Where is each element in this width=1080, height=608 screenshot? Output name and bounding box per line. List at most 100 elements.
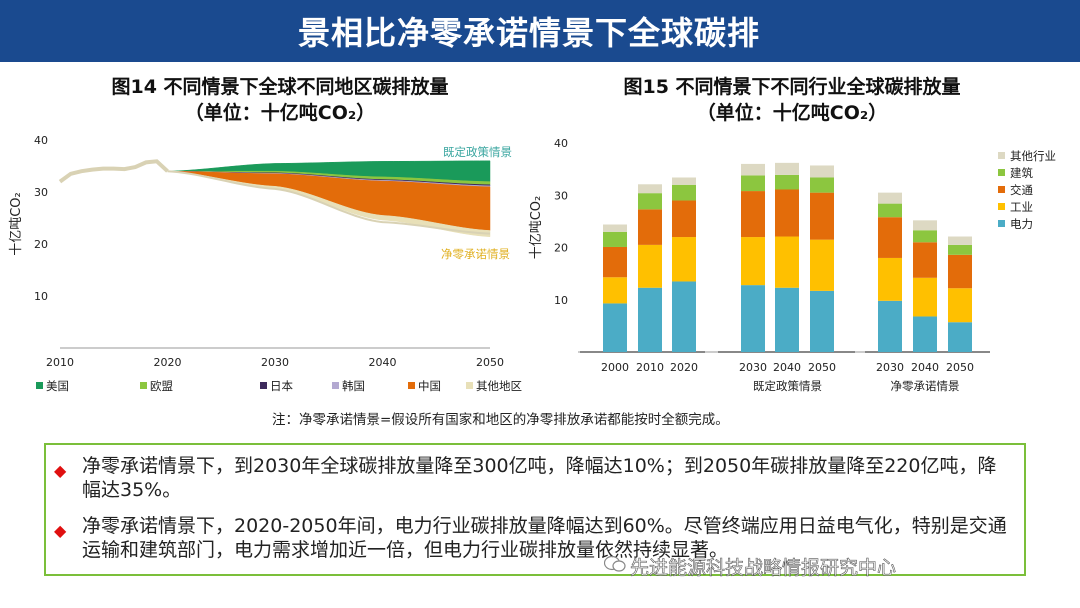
bar-segment-电力 [638,287,662,352]
bar-segment-建筑 [672,184,696,201]
bar-segment-电力 [810,290,834,352]
legend-swatch-电力 [998,220,1005,227]
legend-swatch-中国 [408,382,415,389]
bar-segment-电力 [741,285,765,352]
legend-swatch-韩国 [332,382,339,389]
bar-segment-其他行业 [775,162,799,175]
y-tick-label: 20 [34,238,48,251]
net-zero-line [167,170,491,235]
x-tick-label: 2040 [369,356,397,369]
bar-segment-其他行业 [913,220,937,231]
bar-segment-电力 [878,300,902,352]
legend-swatch-欧盟 [140,382,147,389]
legend-label-电力: 电力 [1010,217,1033,231]
y-tick-label: 10 [554,294,568,307]
legend-label-美国: 美国 [46,379,69,393]
bar-segment-交通 [878,217,902,258]
legend-label-日本: 日本 [270,379,293,393]
bar-segment-其他行业 [638,184,662,194]
legend-swatch-其他行业 [998,152,1005,159]
bar-segment-其他行业 [878,192,902,204]
bar-segment-电力 [775,287,799,352]
bar-segment-电力 [603,303,627,352]
title-banner: 景相比净零承诺情景下全球碳排 [0,0,1080,62]
legend-label-交通: 交通 [1010,183,1033,197]
bar-segment-工业 [741,237,765,286]
x-tick-label: 2050 [476,356,504,369]
bar-segment-工业 [672,237,696,282]
legend-label-韩国: 韩国 [342,379,365,393]
bar-segment-建筑 [948,244,972,255]
legend-label-其他地区: 其他地区 [476,379,522,393]
bar-segment-工业 [810,239,834,291]
bar-segment-交通 [672,200,696,238]
bar-segment-建筑 [603,231,627,247]
legend-swatch-建筑 [998,169,1005,176]
x-tick-label: 2010 [636,361,664,374]
x-tick-label: 2040 [911,361,939,374]
y-tick-label: 10 [34,290,48,303]
bar-segment-建筑 [913,230,937,243]
bar-segment-工业 [878,257,902,301]
x-tick-label: 2050 [808,361,836,374]
bar-segment-建筑 [741,175,765,192]
x-tick-label: 2020 [154,356,182,369]
bar-segment-工业 [603,277,627,304]
x-tick-label: 2000 [601,361,629,374]
bar-segment-交通 [603,246,627,278]
bar-segment-其他行业 [603,224,627,232]
group-label: 净零承诺情景 [891,379,960,393]
history-line [58,159,169,184]
x-tick-label: 2030 [876,361,904,374]
legend-label-建筑: 建筑 [1010,166,1033,180]
bar-segment-建筑 [775,174,799,190]
bar-segment-其他行业 [810,165,834,178]
x-tick-label: 2040 [773,361,801,374]
banner-title: 景相比净零承诺情景下全球碳排 [298,14,761,52]
legend-swatch-工业 [998,203,1005,210]
figure15-subtitle: （单位：十亿吨CO₂） [696,102,888,124]
bar-segment-工业 [913,277,937,317]
y-tick-label: 40 [34,134,48,147]
wechat-icon [604,555,626,572]
legend-label-欧盟: 欧盟 [150,379,173,393]
figure14-subtitle: （单位：十亿吨CO₂） [184,102,376,124]
bullet-text-1: 净零承诺情景下，到2030年全球碳排放量降至300亿吨，降幅达10%；到2050… [82,455,997,501]
bar-segment-其他行业 [672,177,696,185]
bar-segment-交通 [948,254,972,289]
x-tick-label: 2030 [739,361,767,374]
legend-swatch-美国 [36,382,43,389]
group-label: 既定政策情景 [753,379,822,393]
bar-segment-工业 [775,236,799,288]
x-tick-label: 2020 [670,361,698,374]
bar-segment-电力 [948,322,972,352]
bar-segment-交通 [638,209,662,245]
y-axis-label: 十亿吨CO₂ [9,192,24,256]
bar-segment-电力 [672,281,696,352]
legend-label-其他行业: 其他行业 [1010,149,1056,163]
bar-segment-工业 [638,244,662,288]
bar-segment-电力 [913,316,937,352]
bar-segment-建筑 [810,177,834,193]
y-tick-label: 30 [554,189,568,202]
footnote: 注：净零承诺情景=假设所有国家和地区的净零排放承诺都能按时全额完成。 [272,412,729,428]
legend-swatch-交通 [998,186,1005,193]
legend-label-中国: 中国 [418,379,441,393]
bar-segment-交通 [810,192,834,240]
bar-segment-建筑 [878,203,902,218]
y-tick-label: 30 [34,186,48,199]
legend-swatch-日本 [260,382,267,389]
y-tick-label: 40 [554,137,568,150]
bar-segment-其他行业 [948,236,972,245]
annotation-stated-policies: 既定政策情景 [443,145,512,159]
bar-segment-其他行业 [741,163,765,176]
summary-box [44,443,1026,576]
bar-segment-建筑 [638,193,662,210]
bar-segment-工业 [948,288,972,323]
figure15-title: 图15 不同情景下不同行业全球碳排放量 [623,76,961,98]
figure14-title: 图14 不同情景下全球不同地区碳排放量 [111,76,449,98]
y-axis-label: 十亿吨CO₂ [529,196,544,260]
bar-segment-交通 [741,191,765,238]
x-tick-label: 2030 [261,356,289,369]
